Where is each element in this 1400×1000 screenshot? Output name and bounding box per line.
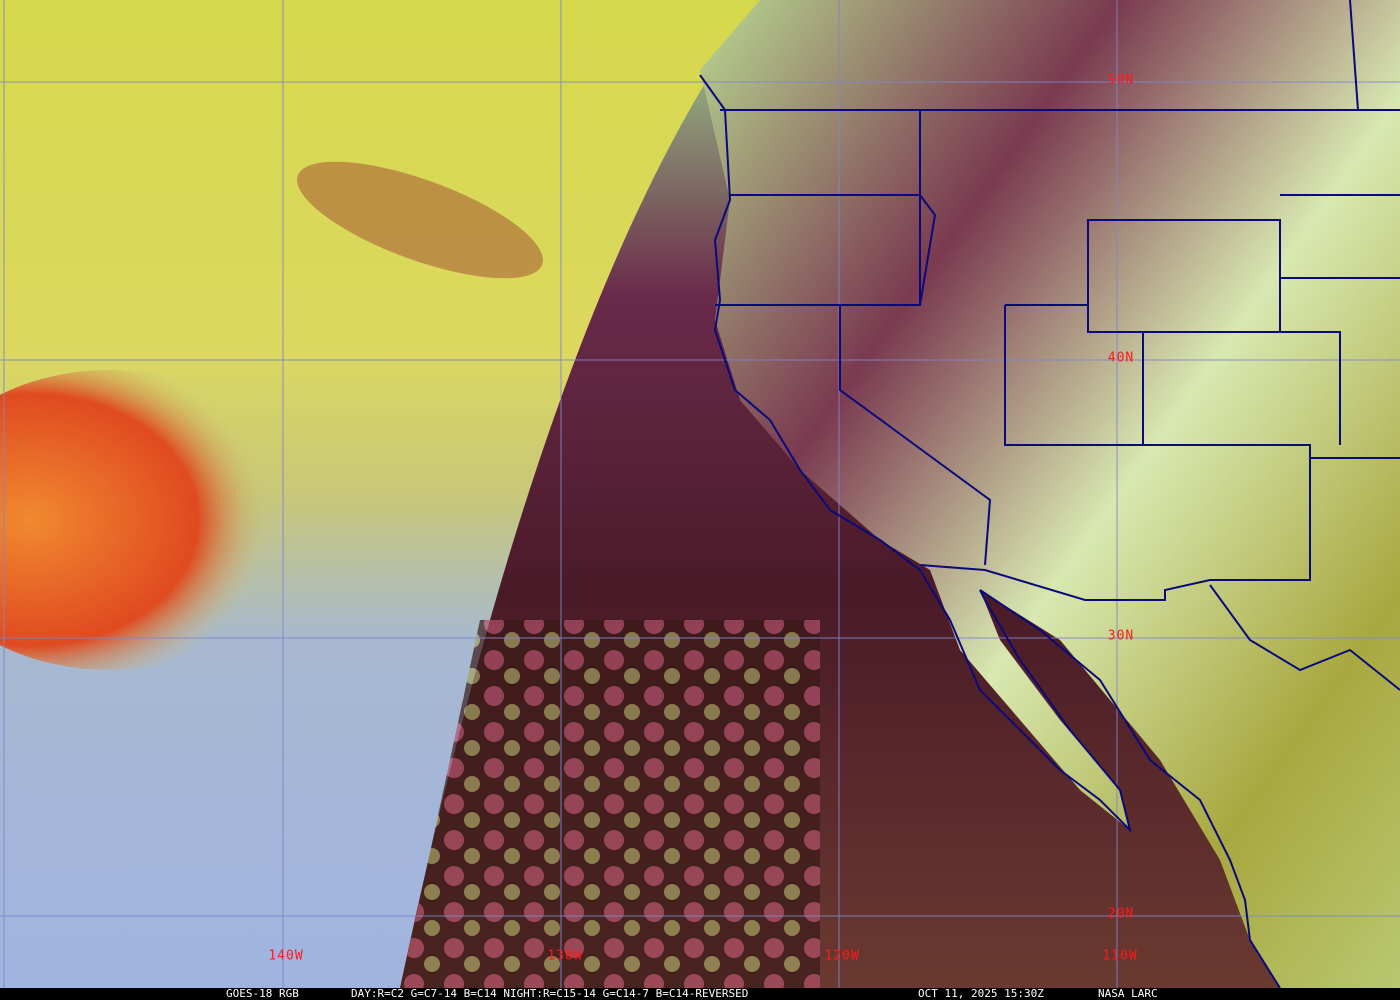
- latitude-label: 40N: [1107, 350, 1135, 366]
- longitude-label: 110W: [1102, 948, 1138, 964]
- longitude-label: 140W: [268, 948, 304, 964]
- composite-label: DAY:R=C2 G=C7-14 B=C14 NIGHT:R=C15-14 G=…: [351, 987, 749, 1000]
- longitude-label: 130W: [547, 948, 583, 964]
- coastlines-and-borders: [699, 0, 1400, 988]
- latitude-label: 50N: [1107, 72, 1135, 88]
- latitude-label: 30N: [1107, 628, 1135, 644]
- product-label: GOES-18 RGB: [226, 987, 299, 1000]
- credit-label: NASA LARC: [1098, 987, 1158, 1000]
- timestamp-label: OCT 11, 2025 15:30Z: [918, 987, 1044, 1000]
- cellular-clouds: [400, 620, 820, 988]
- storm-system: [0, 370, 310, 670]
- caption-bar: GOES-18 RGB DAY:R=C2 G=C7-14 B=C14 NIGHT…: [0, 988, 1400, 1000]
- longitude-label: 120W: [824, 948, 860, 964]
- land-region: [700, 0, 1400, 988]
- latitude-label: 20N: [1107, 906, 1135, 922]
